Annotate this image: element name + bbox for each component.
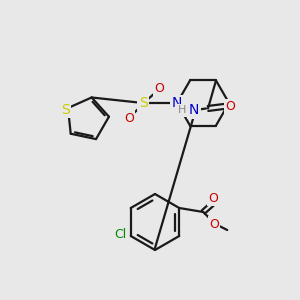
Text: N: N — [172, 96, 182, 110]
Text: N: N — [189, 103, 199, 118]
Text: S: S — [61, 103, 69, 117]
Text: Cl: Cl — [115, 229, 127, 242]
Text: H: H — [178, 106, 186, 116]
Text: N: N — [172, 96, 182, 110]
Text: O: O — [154, 82, 164, 95]
Text: S: S — [139, 96, 147, 110]
Text: O: O — [209, 218, 219, 230]
Text: O: O — [208, 191, 218, 205]
Text: O: O — [124, 112, 134, 124]
Text: O: O — [225, 100, 235, 113]
